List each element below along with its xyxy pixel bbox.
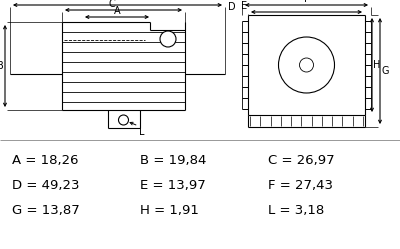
Text: A: A <box>114 6 120 16</box>
Text: H: H <box>373 60 380 70</box>
Text: A = 18,26: A = 18,26 <box>12 153 78 167</box>
Text: C = 26,97: C = 26,97 <box>268 153 335 167</box>
Text: E = 13,97: E = 13,97 <box>140 179 206 191</box>
Text: B: B <box>0 61 4 71</box>
Text: D: D <box>228 2 236 12</box>
Text: D = 49,23: D = 49,23 <box>12 179 80 191</box>
Text: E: E <box>241 1 247 11</box>
Text: G = 13,87: G = 13,87 <box>12 203 80 216</box>
Text: G: G <box>382 66 390 76</box>
Text: C: C <box>108 0 115 9</box>
Text: L = 3,18: L = 3,18 <box>268 203 324 216</box>
Text: B = 19,84: B = 19,84 <box>140 153 206 167</box>
Text: F = 27,43: F = 27,43 <box>268 179 333 191</box>
Circle shape <box>278 37 334 93</box>
Text: L: L <box>140 127 145 137</box>
Text: F: F <box>304 0 309 4</box>
Circle shape <box>300 58 314 72</box>
Circle shape <box>160 31 176 47</box>
Circle shape <box>118 115 128 125</box>
Text: H = 1,91: H = 1,91 <box>140 203 199 216</box>
